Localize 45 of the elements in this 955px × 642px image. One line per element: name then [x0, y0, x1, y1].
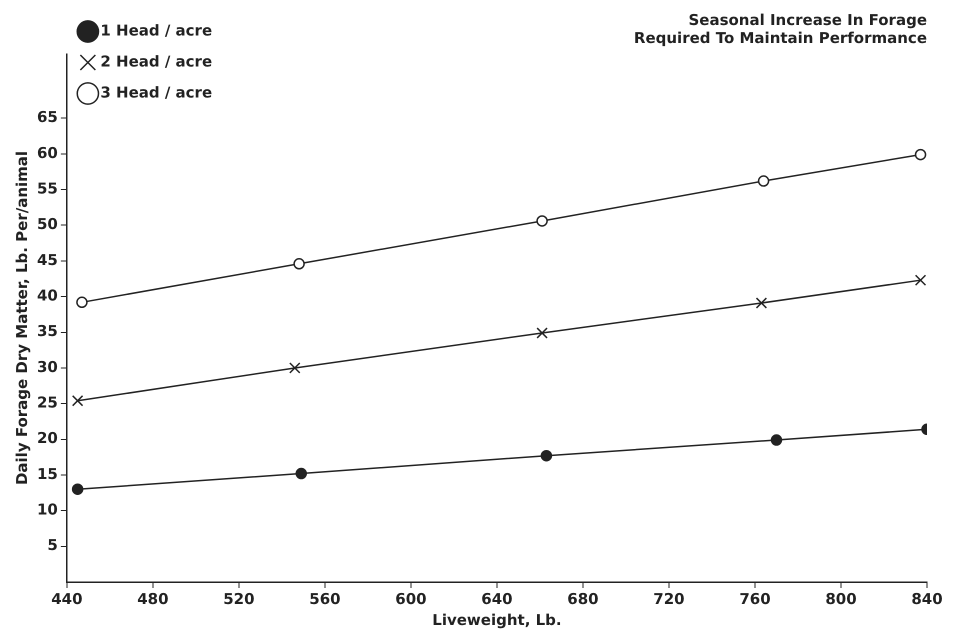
- point: [914, 274, 926, 286]
- point: [540, 450, 552, 462]
- x-axis-title: Liveweight, Lb.: [432, 610, 562, 629]
- x-tick-label: 520: [223, 590, 255, 608]
- y-tick-label: 25: [37, 394, 58, 412]
- point: [293, 258, 305, 270]
- x-tick-label: 720: [653, 590, 685, 608]
- x-tick-label: 760: [739, 590, 771, 608]
- point: [536, 327, 548, 339]
- text: Seasonal Increase In Forage: [688, 10, 927, 29]
- text: Required To Maintain Performance: [634, 28, 927, 47]
- point: [758, 175, 770, 187]
- y-tick-label: 35: [37, 322, 58, 340]
- legend-label: 1 Head / acre: [100, 21, 212, 40]
- x-tick-label: 440: [51, 590, 83, 608]
- point: [914, 148, 926, 160]
- y-tick-label: 30: [37, 358, 58, 376]
- x-tick-label: 840: [911, 590, 943, 608]
- y-tick-label: 40: [37, 286, 58, 304]
- legend-label: 2 Head / acre: [100, 52, 212, 70]
- x-tick-label: 640: [481, 590, 513, 608]
- y-tick-label: 5: [47, 536, 58, 554]
- y-tick-label: 55: [37, 179, 58, 198]
- y-axis-title: Daily Forage Dry Matter, Lb. Per/animal: [12, 150, 31, 486]
- x-tick-label: 800: [825, 590, 857, 608]
- x-tick-label: 600: [395, 590, 427, 608]
- x-tick-label: 560: [309, 590, 341, 608]
- y-tick-label: 15: [37, 464, 58, 483]
- point: [76, 296, 88, 308]
- y-tick-label: 50: [37, 215, 58, 234]
- y-tick-label: 60: [37, 144, 58, 162]
- point: [296, 468, 308, 480]
- y-tick-label: 45: [37, 250, 58, 269]
- point: [756, 297, 768, 309]
- x-tick-label: 480: [137, 590, 169, 608]
- y-tick-label: 10: [37, 500, 58, 519]
- legend-label: 3 Head / acre: [100, 83, 212, 102]
- point: [289, 362, 301, 374]
- y-tick-label: 65: [37, 108, 58, 126]
- point: [536, 215, 548, 227]
- point: [72, 483, 84, 495]
- point: [72, 395, 84, 406]
- point: [770, 434, 782, 446]
- x-tick-label: 680: [567, 590, 599, 608]
- y-tick-label: 20: [37, 429, 58, 448]
